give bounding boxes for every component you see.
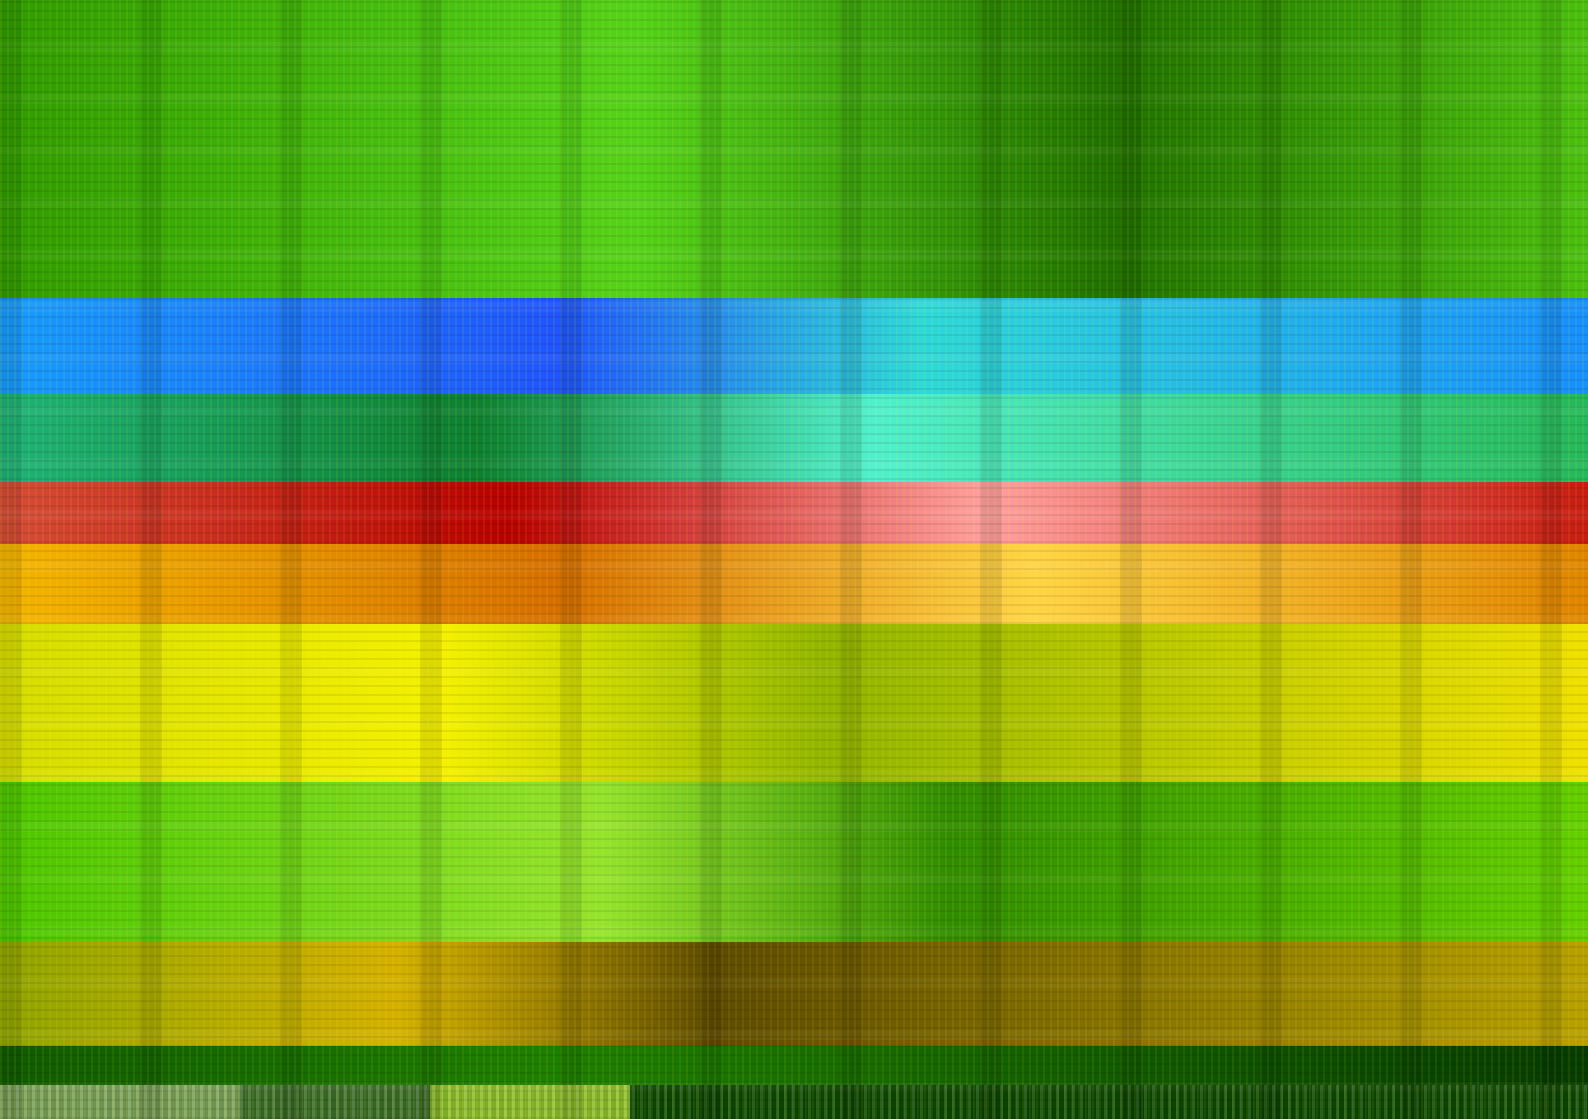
teal-band: [0, 394, 1588, 482]
bottom-photo-strip: [0, 1085, 1588, 1119]
blue-band: [0, 298, 1588, 394]
orange-band: [0, 544, 1588, 624]
red-band: [0, 482, 1588, 544]
brown-yellow-band: [0, 942, 1588, 1046]
dark-bottom-band: [0, 1046, 1588, 1085]
yellow-band: [0, 624, 1588, 782]
top-green-band: [0, 0, 1588, 298]
mid-green-band: [0, 782, 1588, 942]
